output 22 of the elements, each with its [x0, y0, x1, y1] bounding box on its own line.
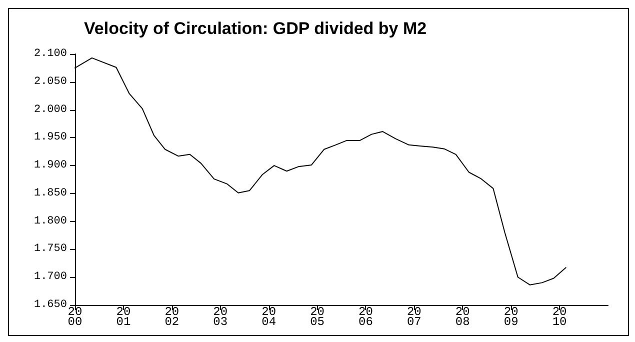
y-tick-label: 1.850 [34, 187, 67, 200]
y-tick-label: 1.700 [34, 271, 67, 284]
y-tick-label: 2.050 [34, 76, 67, 88]
y-tick-label: 1.650 [34, 299, 67, 311]
x-tick-label: 20 00 [68, 305, 82, 329]
y-tick-label: 1.900 [34, 160, 67, 172]
chart-title: Velocity of Circulation: GDP divided by M2 [84, 19, 427, 38]
x-tick-label: 20 09 [504, 305, 518, 329]
x-tick-label: 20 01 [116, 305, 131, 329]
y-tick-label: 2.100 [34, 48, 67, 60]
x-tick-label: 20 08 [455, 305, 470, 329]
x-tick-label: 20 02 [164, 305, 180, 329]
x-tick-label: 20 10 [552, 305, 567, 329]
x-tick-label: 20 05 [310, 305, 324, 329]
y-tick-label: 2.000 [34, 104, 67, 116]
x-tick-label: 20 06 [358, 305, 373, 329]
y-tick-label: 1.800 [34, 215, 67, 228]
x-tick-label: 20 07 [406, 305, 422, 329]
y-tick-label: 1.750 [34, 243, 67, 256]
y-tick-label: 1.950 [34, 132, 67, 144]
x-tick-label: 20 04 [262, 305, 276, 329]
x-tick-label: 20 03 [213, 305, 228, 329]
